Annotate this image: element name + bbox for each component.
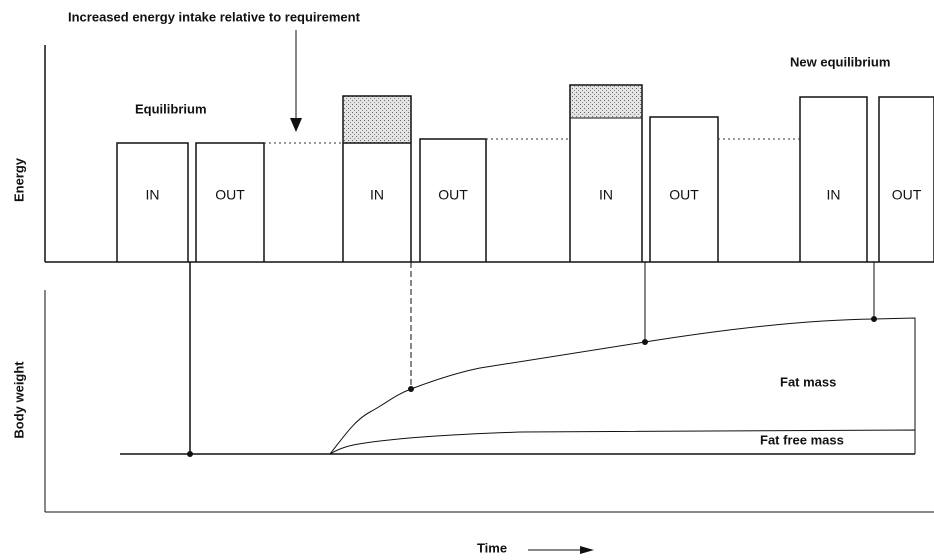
bar [342, 95, 412, 262]
bar [878, 96, 934, 262]
surplus [570, 85, 642, 118]
surplus [343, 96, 411, 143]
bar-label: OUT [438, 187, 468, 203]
point [408, 386, 414, 392]
bar-label: OUT [669, 187, 699, 203]
arrow-head [580, 546, 594, 554]
axis-label: Body weight [11, 361, 26, 439]
bar [419, 138, 487, 262]
fat-mass-curve [329, 317, 916, 455]
label: Fat free mass [760, 432, 844, 447]
bar-label: IN [599, 187, 613, 203]
bar-label: IN [370, 187, 384, 203]
bar-label: OUT [892, 187, 922, 203]
point [187, 451, 193, 457]
label: Fat mass [780, 374, 836, 389]
label: Equilibrium [135, 101, 207, 116]
bar [799, 96, 868, 262]
bar [569, 84, 643, 262]
bar [116, 142, 189, 262]
axis-label: Time [477, 540, 507, 555]
bar-label: IN [146, 187, 160, 203]
point [871, 316, 877, 322]
label: New equilibrium [790, 54, 890, 69]
annotation: Increased energy intake relative to requ… [68, 9, 361, 24]
fat-free-curve [329, 429, 916, 455]
arrow-head [290, 118, 302, 132]
axis-label: Energy [11, 157, 26, 202]
bar [649, 116, 719, 262]
bar [195, 142, 265, 262]
bar-label: IN [827, 187, 841, 203]
point [642, 339, 648, 345]
bar-label: OUT [215, 187, 245, 203]
